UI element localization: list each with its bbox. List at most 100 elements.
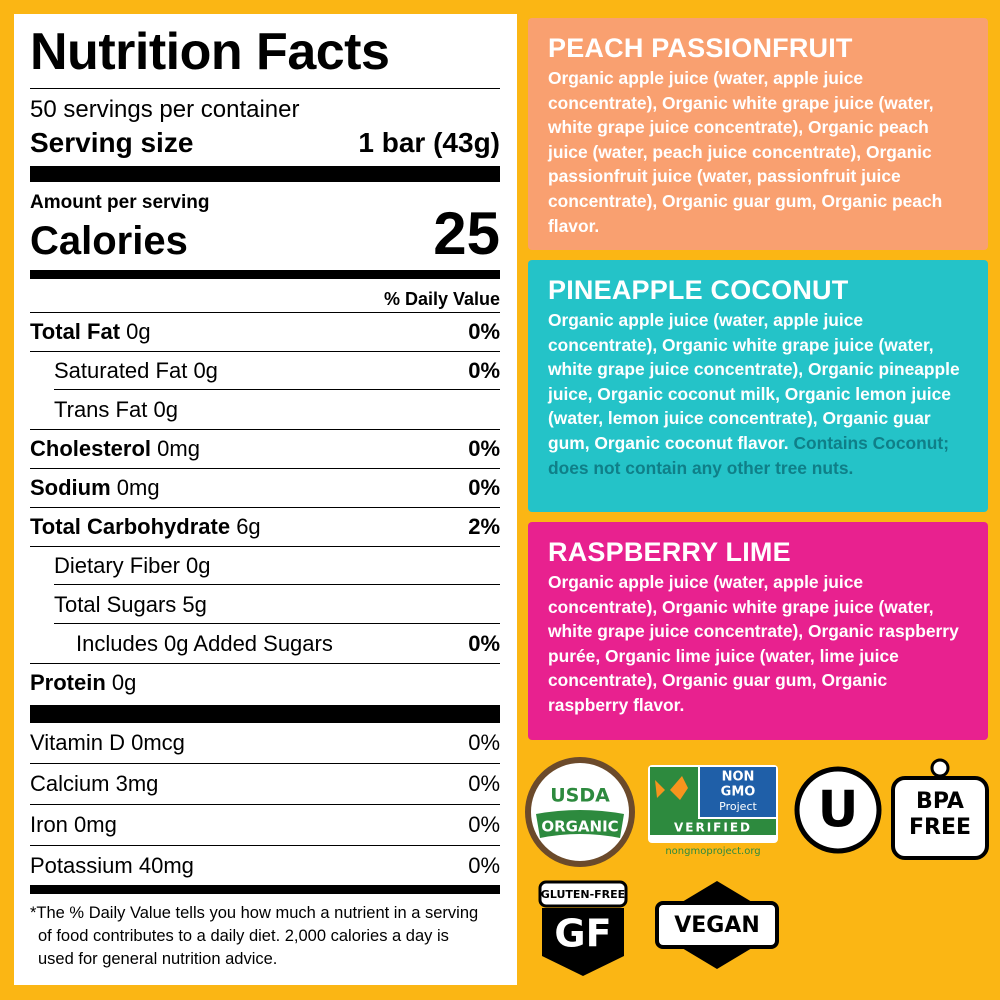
thick-rule bbox=[30, 270, 500, 279]
flavor-ingredients: Organic apple juice (water, apple juice … bbox=[548, 68, 943, 236]
nutrient-row: Total Fat 0g 0% bbox=[30, 312, 500, 351]
daily-value: 0% bbox=[468, 771, 500, 796]
rule bbox=[30, 88, 500, 89]
daily-value: 0% bbox=[468, 358, 500, 383]
non-gmo-badge: NON GMO Project VERIFIED nongmoproject.o… bbox=[648, 765, 778, 857]
flavor-card: RASPBERRY LIME Organic apple juice (wate… bbox=[528, 522, 988, 740]
nutrient: Sodium 0mg bbox=[30, 475, 160, 501]
badge-text: ORGANIC bbox=[541, 818, 618, 836]
nutrient-row: Cholesterol 0mg 0% bbox=[30, 429, 500, 468]
vitamin: Vitamin D 0mcg bbox=[30, 730, 185, 756]
nutrient-amount: 0mg bbox=[116, 475, 160, 500]
nutrient-label: Dietary Fiber bbox=[54, 553, 180, 578]
badge-text: FREE bbox=[909, 815, 971, 840]
badges: USDA ORGANIC NON GMO Project VERIFIED no… bbox=[525, 757, 989, 976]
usda-organic-badge: USDA ORGANIC bbox=[525, 757, 635, 867]
badge-text: VERIFIED bbox=[674, 821, 752, 835]
calories-value: 25 bbox=[433, 200, 500, 267]
nutrient-row: Total Carbohydrate 6g 2% bbox=[30, 507, 500, 546]
vitamin-label: Vitamin D bbox=[30, 730, 125, 755]
allergen-note: Contains Coconut; does not contain any o… bbox=[548, 432, 949, 478]
daily-value: 0% bbox=[468, 630, 500, 656]
daily-value: 0% bbox=[468, 475, 500, 500]
nutrient-row: Saturated Fat 0g 0% bbox=[30, 351, 500, 390]
nutrient-amount: 0g bbox=[193, 358, 218, 383]
nutrient: Total Fat 0g bbox=[30, 319, 151, 345]
nutrient: Cholesterol 0mg bbox=[30, 436, 200, 462]
servings: 50 servings per container bbox=[30, 96, 300, 123]
daily-value-header: % Daily Value bbox=[383, 289, 500, 309]
nutrient-row: Sodium 0mg 0% bbox=[30, 468, 500, 507]
vitamin-label: Calcium bbox=[30, 771, 110, 796]
badge-text: VEGAN bbox=[674, 913, 760, 938]
amount-per-serving: Amount per serving bbox=[30, 192, 210, 213]
nutrient-amount: 0g bbox=[153, 396, 178, 422]
badge-text: GMO bbox=[721, 785, 756, 800]
flavor-name: RASPBERRY LIME bbox=[548, 537, 791, 567]
thick-rule bbox=[30, 885, 500, 894]
badge-text: GLUTEN-FREE bbox=[541, 888, 625, 901]
serving-size: Serving size 1 bar (43g) bbox=[30, 126, 500, 160]
nutrient: Protein 0g bbox=[30, 670, 136, 696]
daily-value: 2% bbox=[468, 514, 500, 539]
flavor-text: Organic apple juice (water, apple juice … bbox=[548, 308, 968, 480]
vitamin-row: Vitamin D 0mcg 0% bbox=[30, 722, 500, 763]
daily-value: 0% bbox=[468, 853, 500, 878]
nutrient-row: Trans Fat 0g bbox=[30, 389, 500, 429]
nutrient-label: Saturated Fat bbox=[54, 358, 188, 383]
flavor-card: PINEAPPLE COCONUT Organic apple juice (w… bbox=[528, 260, 988, 512]
vitamin-label: Iron bbox=[30, 812, 68, 837]
nutrient-label: Cholesterol bbox=[30, 436, 152, 461]
nutrient: Trans Fat 0g bbox=[54, 397, 178, 423]
vitamin: Calcium 3mg bbox=[30, 771, 158, 797]
nutrient-label: Protein bbox=[30, 670, 106, 695]
kosher-badge: U bbox=[794, 766, 882, 854]
nutrient-label: Total Sugars bbox=[54, 591, 177, 617]
badge-text: GF bbox=[554, 912, 611, 956]
nutrient-amount: 0g bbox=[111, 670, 137, 695]
nutrient-label: Total Fat bbox=[30, 319, 121, 344]
flavor-ingredients: Organic apple juice (water, apple juice … bbox=[548, 310, 960, 453]
badge-text: USDA bbox=[550, 785, 610, 807]
nutrient-label: Includes 0g Added Sugars bbox=[76, 630, 333, 656]
badge-text: NON bbox=[722, 770, 755, 785]
badge-text: U bbox=[818, 781, 859, 839]
nutrient-label: Sodium bbox=[30, 475, 111, 500]
daily-value: 0% bbox=[468, 812, 500, 837]
calories-label: Calories bbox=[30, 219, 188, 263]
nutrient-label: Trans Fat bbox=[54, 396, 148, 422]
nutrition-panel: Nutrition Facts 50 servings per containe… bbox=[14, 14, 517, 985]
vitamin-amount: 40mg bbox=[138, 853, 194, 878]
badge-text: BPA bbox=[916, 789, 964, 814]
flavor-card: PEACH PASSIONFRUIT Organic apple juice (… bbox=[528, 18, 988, 250]
nutrient-amount: 5g bbox=[182, 591, 207, 617]
nutrient: Includes 0g Added Sugars bbox=[76, 631, 333, 657]
vitamin-row: Iron 0mg 0% bbox=[30, 804, 500, 845]
serving-size-value: 1 bar (43g) bbox=[358, 127, 500, 158]
nutrient-row: Includes 0g Added Sugars 0% bbox=[30, 623, 500, 663]
daily-value: 0% bbox=[468, 730, 500, 755]
vitamin: Potassium 40mg bbox=[30, 853, 194, 879]
flavor-ingredients: Organic apple juice (water, apple juice … bbox=[548, 572, 959, 715]
nutrient: Dietary Fiber 0g bbox=[54, 553, 211, 579]
nutrient-row: Protein 0g bbox=[30, 663, 500, 702]
footnote: *The % Daily Value tells you how much a … bbox=[30, 904, 479, 968]
bpa-free-badge: BPA FREE bbox=[891, 758, 989, 860]
daily-value: 0% bbox=[468, 319, 500, 344]
badge-text: nongmoproject.org bbox=[665, 846, 760, 857]
vitamin-amount: 0mcg bbox=[131, 730, 185, 755]
flavor-name: PINEAPPLE COCONUT bbox=[548, 275, 849, 305]
gluten-free-badge: GLUTEN-FREE GF bbox=[538, 880, 628, 976]
nutrient-amount: 0mg bbox=[157, 436, 200, 461]
vitamin-label: Potassium bbox=[30, 853, 133, 878]
vitamin: Iron 0mg bbox=[30, 812, 117, 838]
flavor-name: PEACH PASSIONFRUIT bbox=[548, 33, 853, 63]
vitamin-row: Calcium 3mg 0% bbox=[30, 763, 500, 804]
nutrient-amount: 0g bbox=[126, 319, 151, 344]
daily-value: 0% bbox=[468, 436, 500, 461]
vitamin-amount: 0mg bbox=[74, 812, 117, 837]
vitamin-row: Potassium 40mg 0% bbox=[30, 845, 500, 886]
nutrient: Total Sugars 5g bbox=[54, 592, 207, 618]
title: Nutrition Facts bbox=[30, 23, 390, 81]
